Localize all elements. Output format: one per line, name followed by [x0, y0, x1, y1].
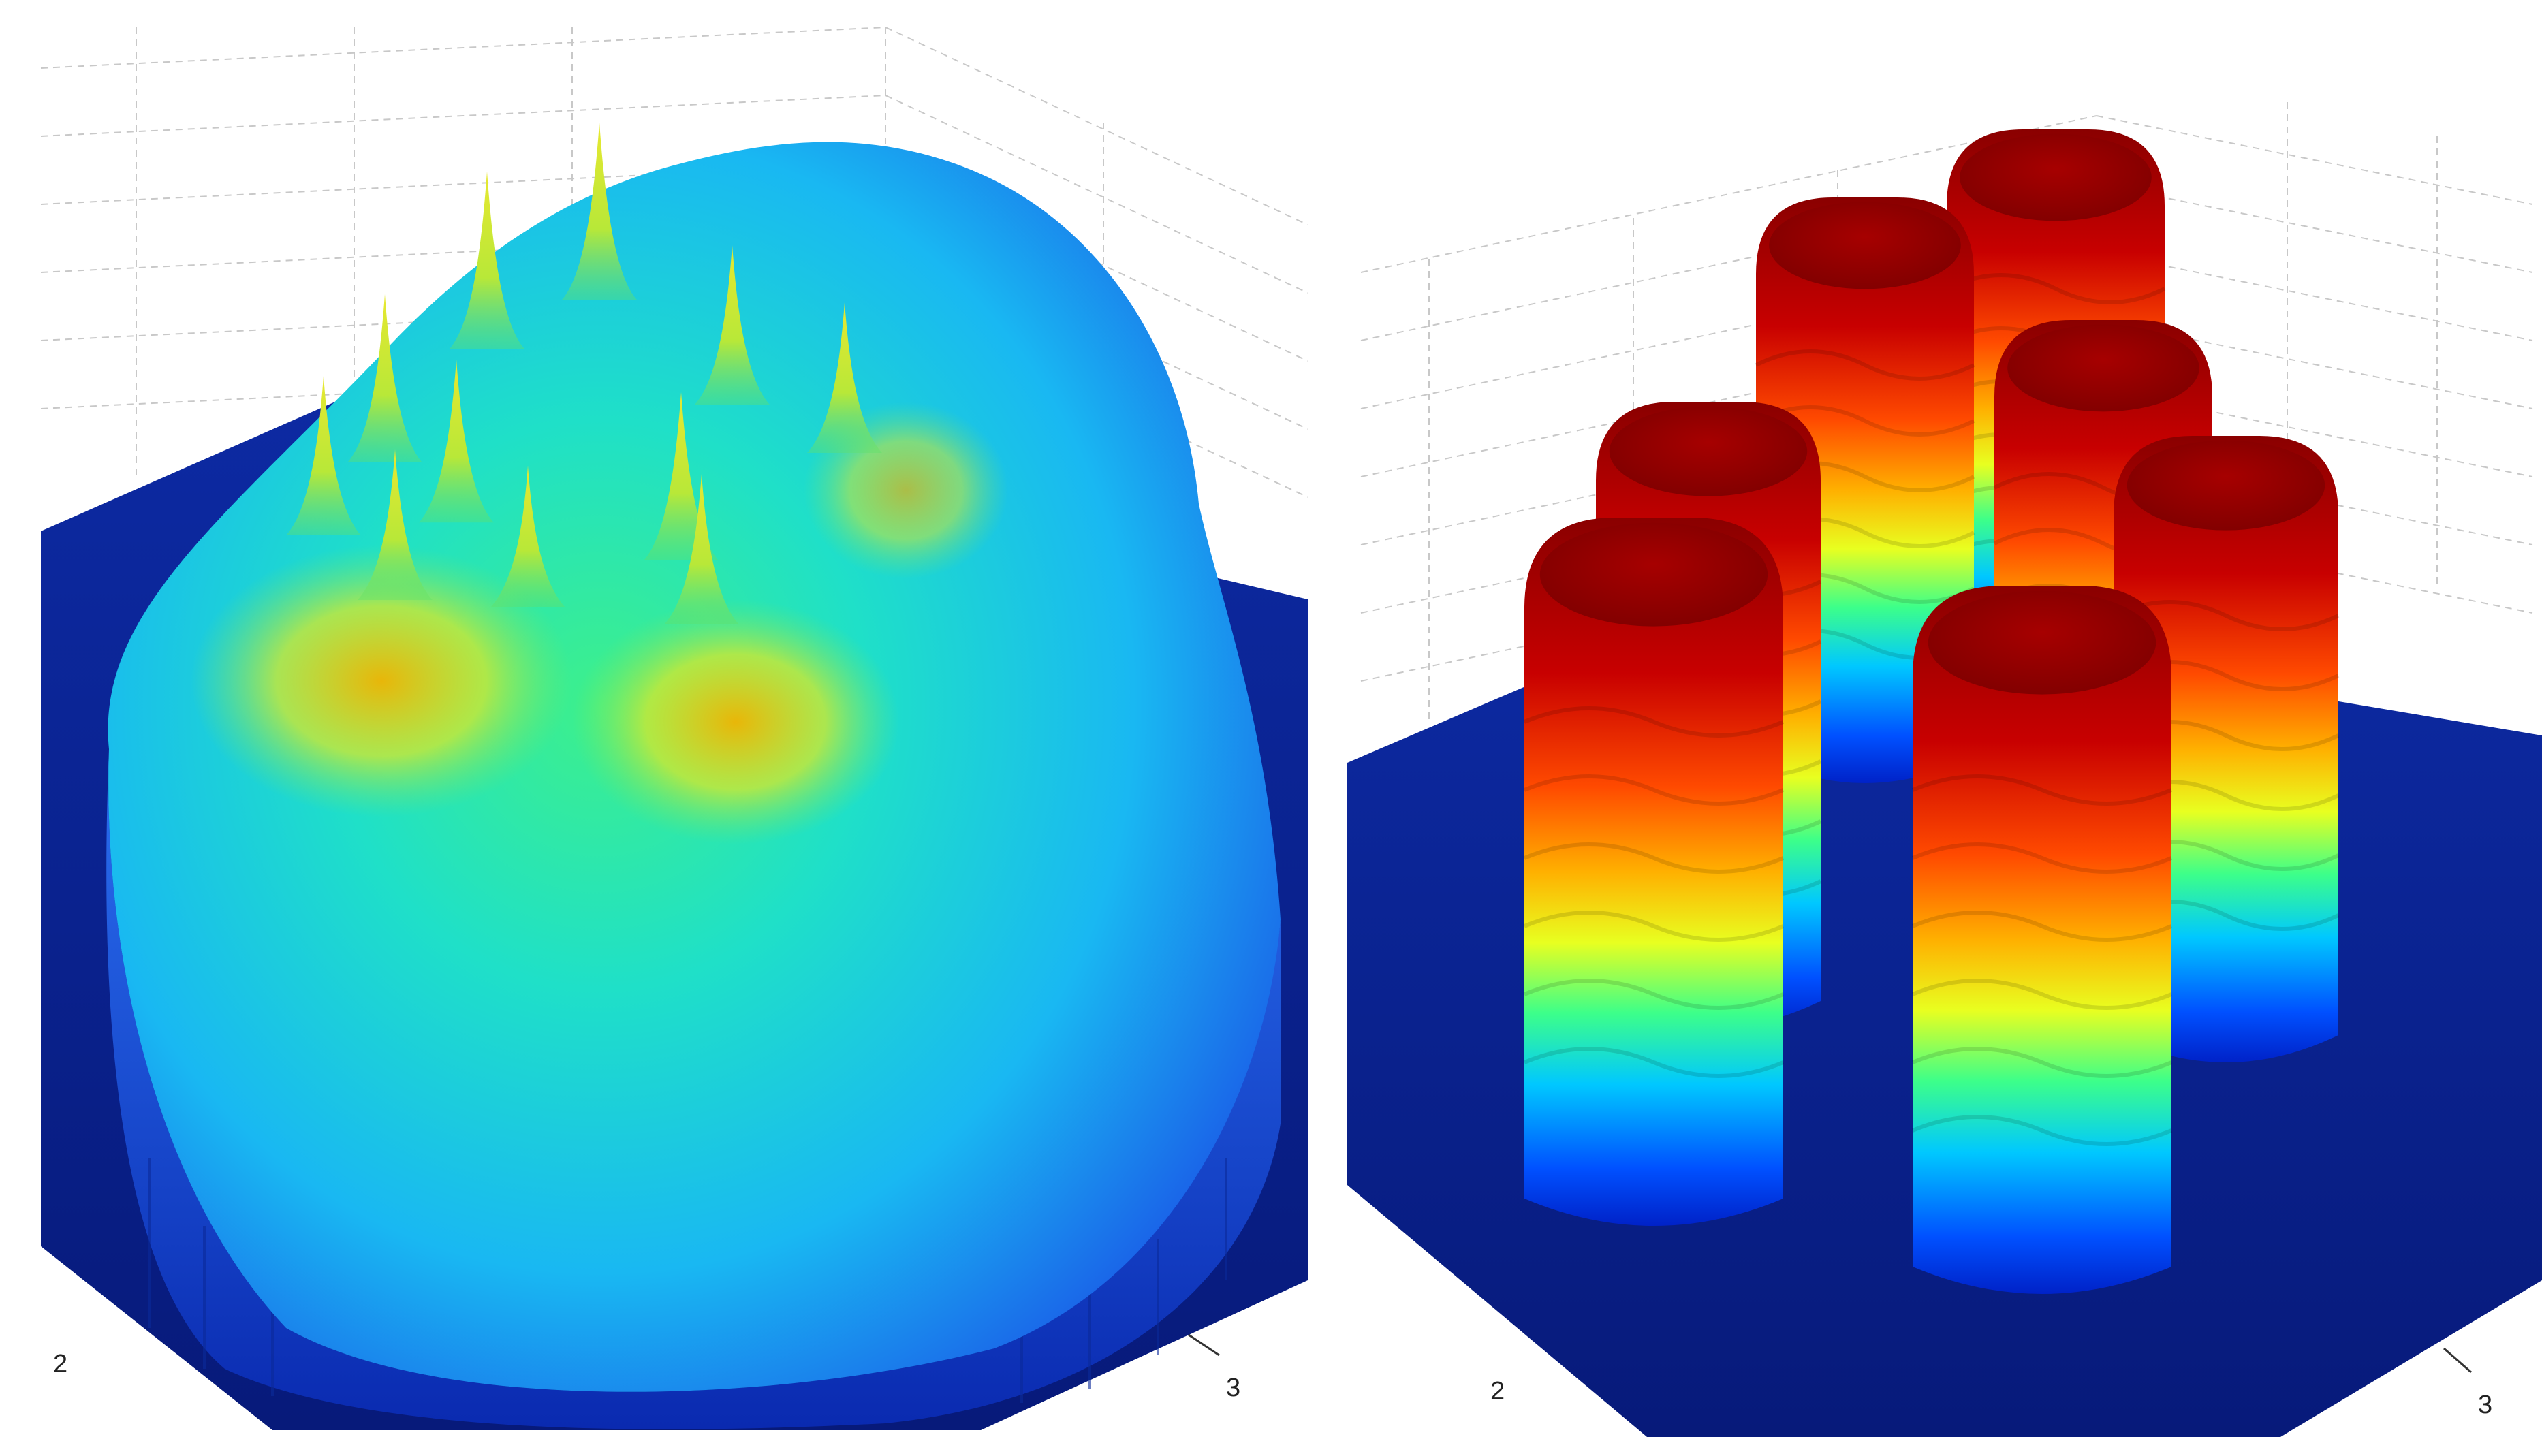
surface-peaks: [286, 123, 882, 624]
surface-peak-1: [450, 172, 524, 349]
tick-label-right-axis: 3: [2478, 1391, 2492, 1419]
surface-plot-left: 2 3: [40, 27, 1308, 1430]
surface-peak-9: [358, 449, 433, 600]
hot-region-1: [191, 545, 572, 817]
surface-mounds: [1523, 129, 2340, 1294]
surface-plot-right-svg: 2 3: [1347, 102, 2542, 1437]
surface-peak-10: [490, 466, 565, 607]
surface-peak-7: [419, 360, 494, 523]
tick-label-left-axis: 2: [1490, 1377, 1505, 1406]
surface-peak-8: [644, 392, 719, 560]
tick-label-right-axis: 3: [1226, 1374, 1240, 1402]
hot-region-2: [572, 599, 899, 844]
wall-stripes: [148, 1158, 1227, 1403]
surface-peak-11: [664, 474, 739, 624]
surface-wall: [106, 749, 1281, 1429]
surface-plot-left-svg: 2 3: [40, 27, 1308, 1430]
surface-plot-right: 2 3: [1347, 0, 2542, 1456]
tick-label-left-axis: 2: [53, 1350, 67, 1378]
surface-peak-5: [347, 294, 422, 462]
tick-mark-right: [2443, 1347, 2472, 1374]
surface-peak-3: [695, 245, 770, 405]
surface-mound-7: [1911, 586, 2173, 1294]
tick-mark-right: [1188, 1333, 1220, 1357]
surface-mound-6: [1523, 518, 1785, 1226]
surface-peak-4: [807, 302, 882, 453]
surface-peak-2: [562, 123, 637, 300]
surface-peak-6: [286, 376, 361, 535]
